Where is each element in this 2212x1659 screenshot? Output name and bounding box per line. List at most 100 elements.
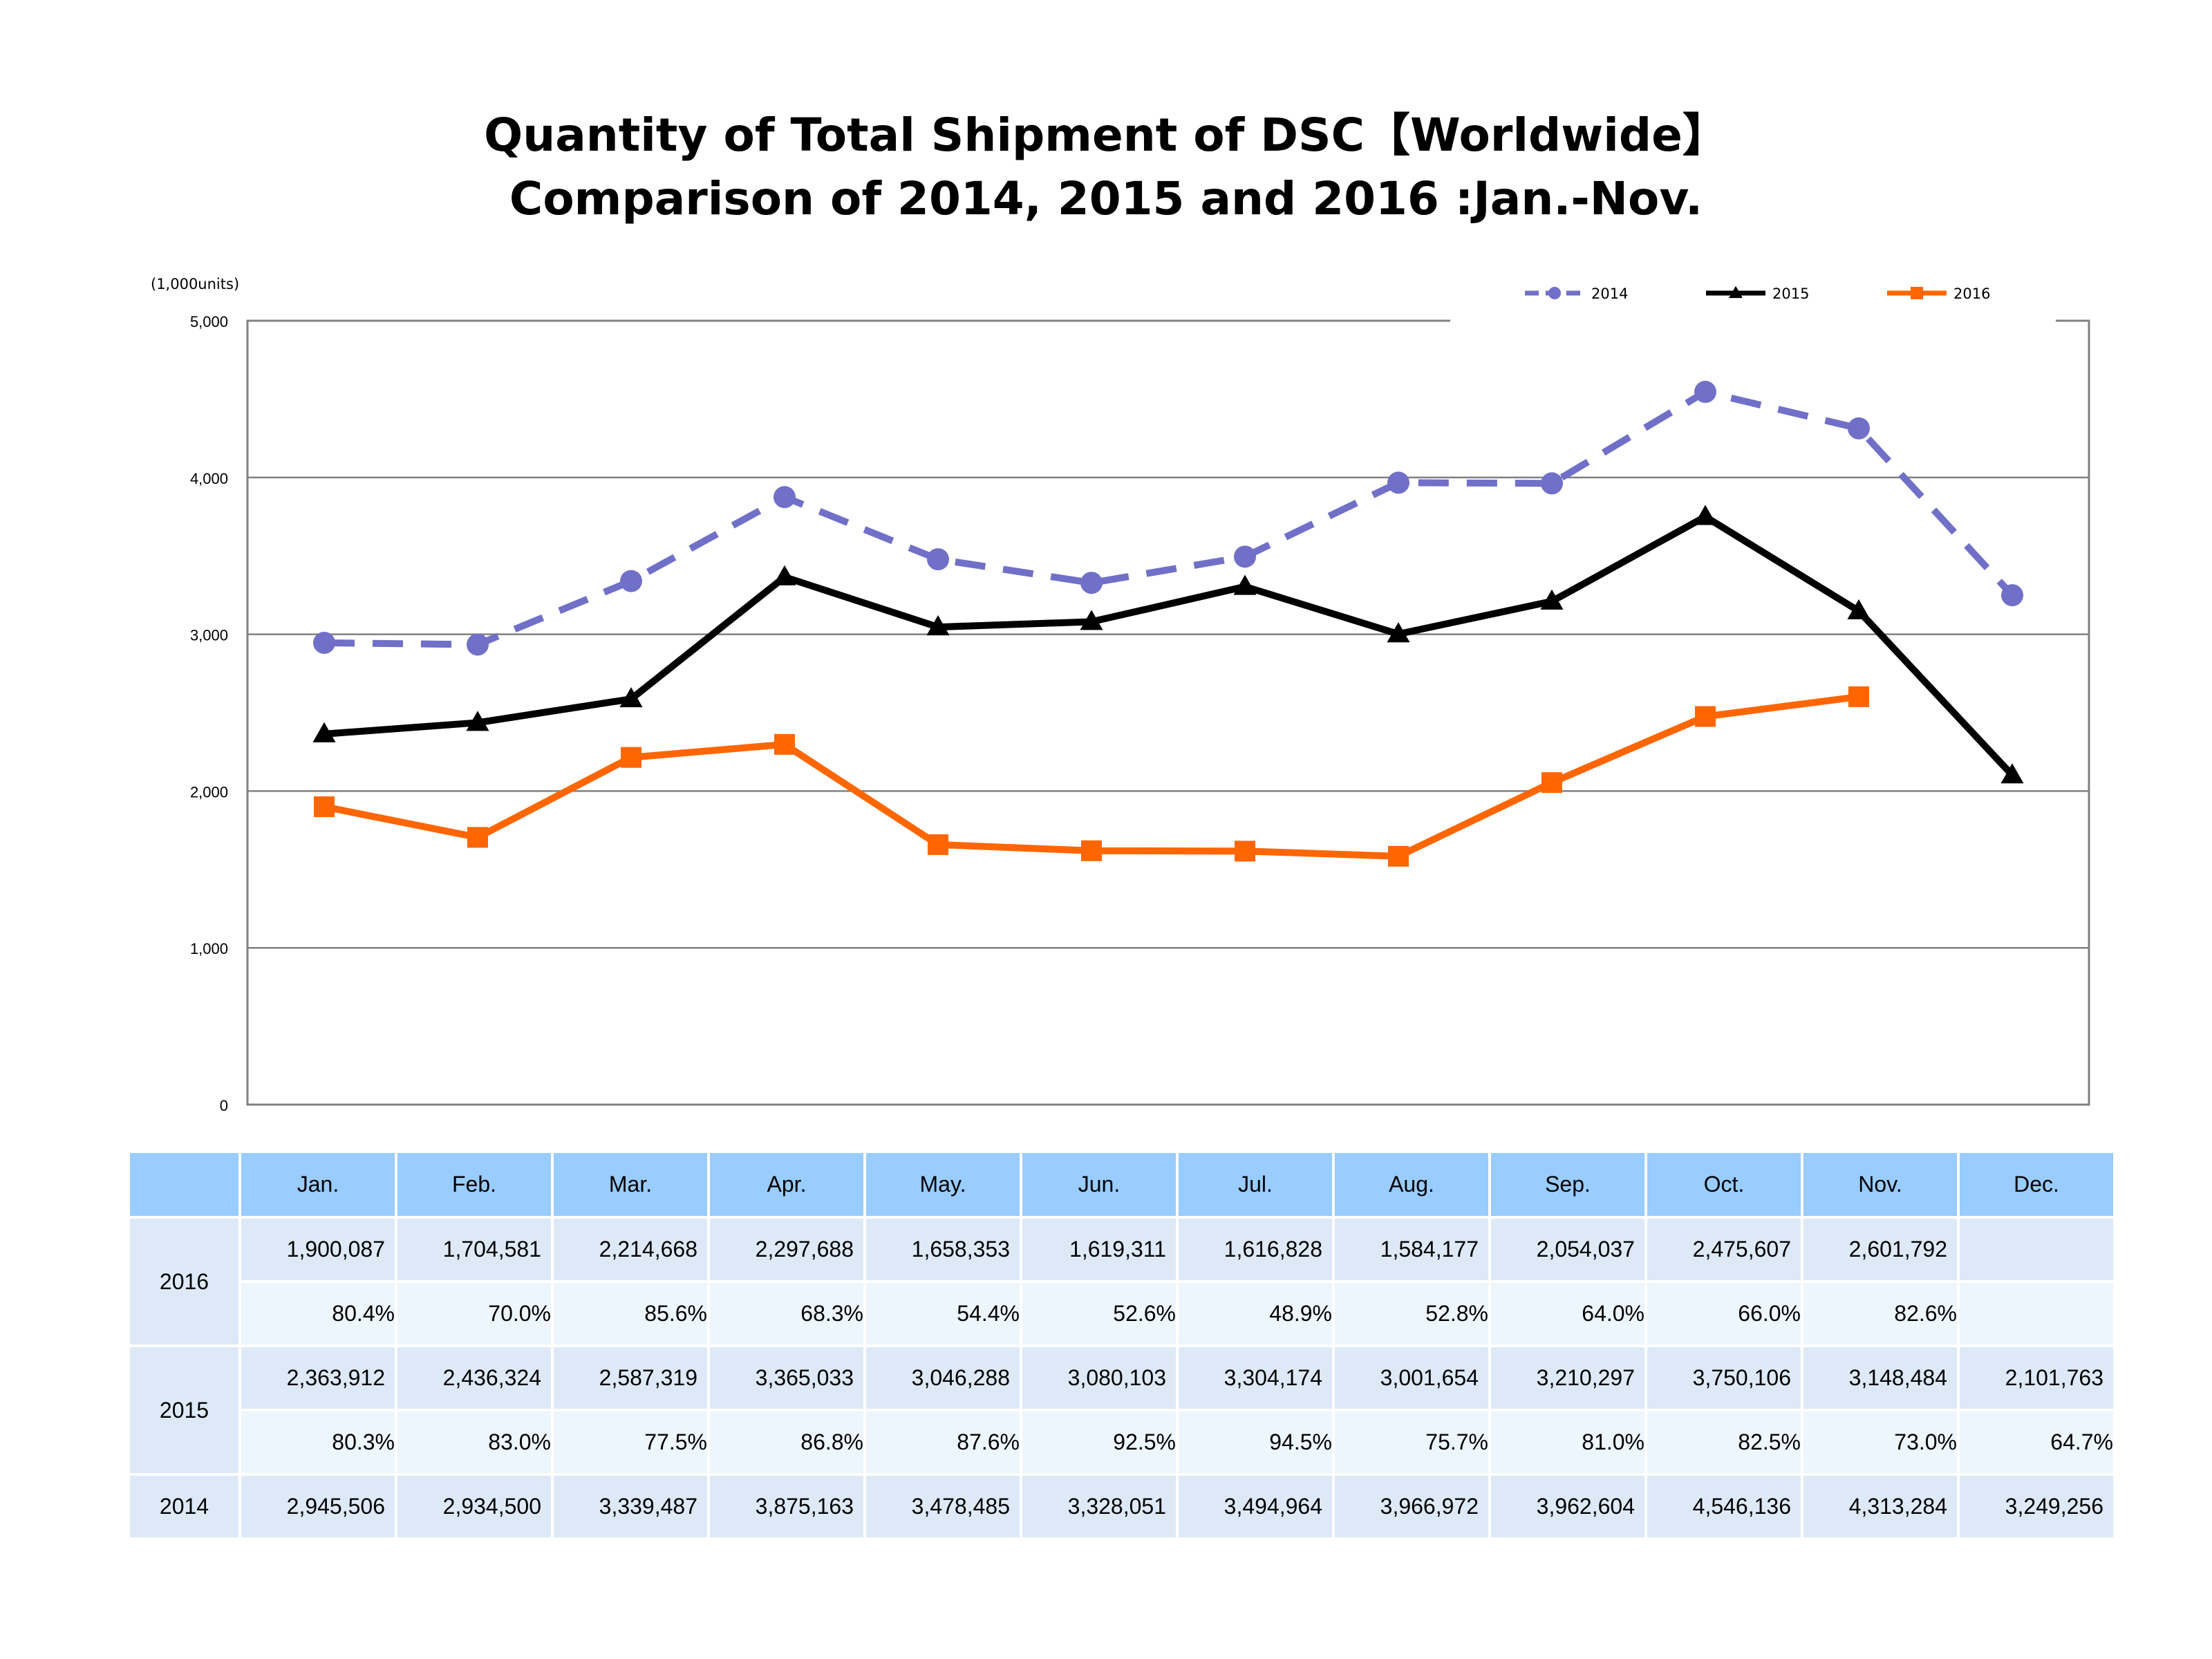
point-2015-Jun. [1080, 610, 1103, 630]
units-cell: 3,148,484 [1803, 1347, 1957, 1409]
units-cell: 1,658,353 [866, 1219, 1020, 1280]
table-row-units-2016: 2016 1,900,087 1,704,581 2,214,668 2,297,688… [130, 1219, 2113, 1344]
ratio-cell: 68.3% [710, 1283, 863, 1344]
y-tick-label: 3,000 [190, 627, 228, 644]
units-cell: 3,001,654 [1335, 1347, 1488, 1409]
month-header: Dec. [1960, 1153, 2113, 1216]
point-2016-Jun. [1081, 840, 1102, 861]
y-tick-label: 2,000 [190, 783, 228, 800]
ratio-cell: 64.7% [1960, 1412, 2113, 1473]
point-2015-May. [926, 615, 950, 636]
table-row-ratio-2015: 80.3% 83.0% 77.5% 86.8% 87.6% 92.5% 94.5% 75.7%… [130, 1412, 2113, 1473]
table-header-row: Jan. Feb. Mar. Apr. May. Jun. Jul. Aug. Sep. Oct.… [130, 1153, 2113, 1216]
ratio-cell: 92.5% [1022, 1412, 1176, 1473]
y-unit-label: (1,000units) [151, 276, 239, 292]
ratio-cell: 83.0% [397, 1412, 551, 1473]
point-2014-Oct. [1694, 380, 1716, 403]
ratio-cell: 94.5% [1179, 1412, 1332, 1473]
units-cell: 3,966,972 [1335, 1476, 1488, 1537]
units-cell: 3,494,964 [1179, 1476, 1332, 1537]
month-header: Nov. [1803, 1153, 1957, 1216]
point-2016-Nov. [1848, 686, 1869, 707]
units-cell: 3,304,174 [1179, 1347, 1332, 1409]
point-2014-Sep. [1541, 472, 1563, 495]
units-cell: 2,934,500 [397, 1476, 551, 1537]
ratio-cell: 52.6% [1022, 1283, 1176, 1344]
y-tick-label: 0 [220, 1097, 228, 1114]
units-cell: 2,436,324 [397, 1347, 551, 1409]
point-2014-Jan. [313, 631, 335, 654]
table-row-units-2014: 2014 2,945,506 2,934,500 3,339,487 3,875,163… [130, 1476, 2113, 1537]
point-2016-Sep. [1541, 772, 1562, 794]
units-cell: 2,054,037 [1491, 1219, 1644, 1280]
table-row-units-2015: 2015 2,363,912 2,436,324 2,587,319 3,365,033… [130, 1347, 2113, 1473]
ratio-cell: 70.0% [397, 1283, 551, 1344]
month-header: Jun. [1022, 1153, 1176, 1216]
units-cell [1960, 1219, 2113, 1280]
point-2016-Feb. [467, 827, 488, 848]
units-cell: 3,046,288 [866, 1347, 1020, 1409]
y-tick-label: 4,000 [190, 470, 228, 487]
units-cell: 4,313,284 [1803, 1476, 1957, 1537]
point-2016-May. [928, 834, 948, 855]
month-header: Jan. [241, 1153, 395, 1216]
units-cell: 3,210,297 [1491, 1347, 1644, 1409]
point-2015-Apr. [773, 565, 796, 585]
ratio-cell: 66.0% [1647, 1283, 1801, 1344]
ratio-cell [1960, 1283, 2113, 1344]
point-2014-Dec. [2001, 584, 2023, 607]
legend-marker-2014 [1548, 287, 1561, 299]
units-cell: 1,900,087 [241, 1219, 395, 1280]
units-cell: 1,616,828 [1179, 1219, 1332, 1280]
units-cell: 2,214,668 [554, 1219, 707, 1280]
point-2014-Jun. [1080, 572, 1103, 594]
units-cell: 2,601,792 [1803, 1219, 1957, 1280]
legend-label-2015: 2015 [1772, 285, 1809, 302]
units-cell: 2,363,912 [241, 1347, 395, 1409]
units-cell: 2,475,607 [1647, 1219, 1801, 1280]
y-tick-label: 1,000 [190, 940, 228, 957]
y-tick-label: 5,000 [190, 313, 228, 330]
units-cell: 3,365,033 [710, 1347, 863, 1409]
units-cell: 3,962,604 [1491, 1476, 1644, 1537]
point-2014-Mar. [620, 570, 642, 592]
ratio-cell: 80.4% [241, 1283, 395, 1344]
point-2014-Apr. [774, 486, 796, 509]
units-cell: 1,704,581 [397, 1219, 551, 1280]
point-2015-Jan. [312, 722, 336, 742]
units-cell: 2,945,506 [241, 1476, 395, 1537]
point-2016-Oct. [1695, 706, 1716, 727]
point-2016-Jul. [1235, 841, 1255, 862]
series-line-2014 [324, 388, 2015, 648]
point-2015-Nov. [1847, 599, 1871, 619]
units-cell: 3,750,106 [1647, 1347, 1801, 1409]
chart-title: Quantity of Total Shipment of DSC【Worldw… [0, 104, 2212, 231]
point-2014-Feb. [467, 633, 489, 656]
table-row-ratio-2016: 80.4% 70.0% 85.6% 68.3% 54.4% 52.6% 48.9% 52.8%… [130, 1283, 2113, 1344]
point-2015-Dec. [2000, 763, 2024, 784]
ratio-cell: 48.9% [1179, 1283, 1332, 1344]
month-header: Aug. [1335, 1153, 1488, 1216]
units-cell: 1,619,311 [1022, 1219, 1176, 1280]
title-line-2: Comparison of 2014, 2015 and 2016 :Jan.-… [509, 172, 1703, 225]
point-2014-Aug. [1387, 471, 1409, 494]
ratio-cell: 80.3% [241, 1412, 395, 1473]
month-header: Sep. [1491, 1153, 1644, 1216]
point-2015-Mar. [619, 687, 643, 708]
units-cell: 3,080,103 [1022, 1347, 1176, 1409]
legend-marker-2016 [1911, 287, 1923, 299]
month-header: May. [866, 1153, 1020, 1216]
units-cell: 2,587,319 [554, 1347, 707, 1409]
month-header: Feb. [397, 1153, 551, 1216]
ratio-cell: 54.4% [866, 1283, 1020, 1344]
series-line-2015 [324, 513, 2015, 778]
line-chart: 0 1,000 2,000 3,000 4,000 5,000 (1,000units) 20… [151, 276, 2090, 1114]
legend-marker-2015 [1729, 285, 1743, 299]
point-2015-Aug. [1387, 622, 1410, 643]
legend-label-2014: 2014 [1591, 285, 1628, 302]
ratio-cell: 81.0% [1491, 1412, 1644, 1473]
header-corner [130, 1153, 238, 1216]
units-cell: 3,339,487 [554, 1476, 707, 1537]
legend-label-2016: 2016 [1953, 285, 1990, 302]
ratio-cell: 64.0% [1491, 1283, 1644, 1344]
